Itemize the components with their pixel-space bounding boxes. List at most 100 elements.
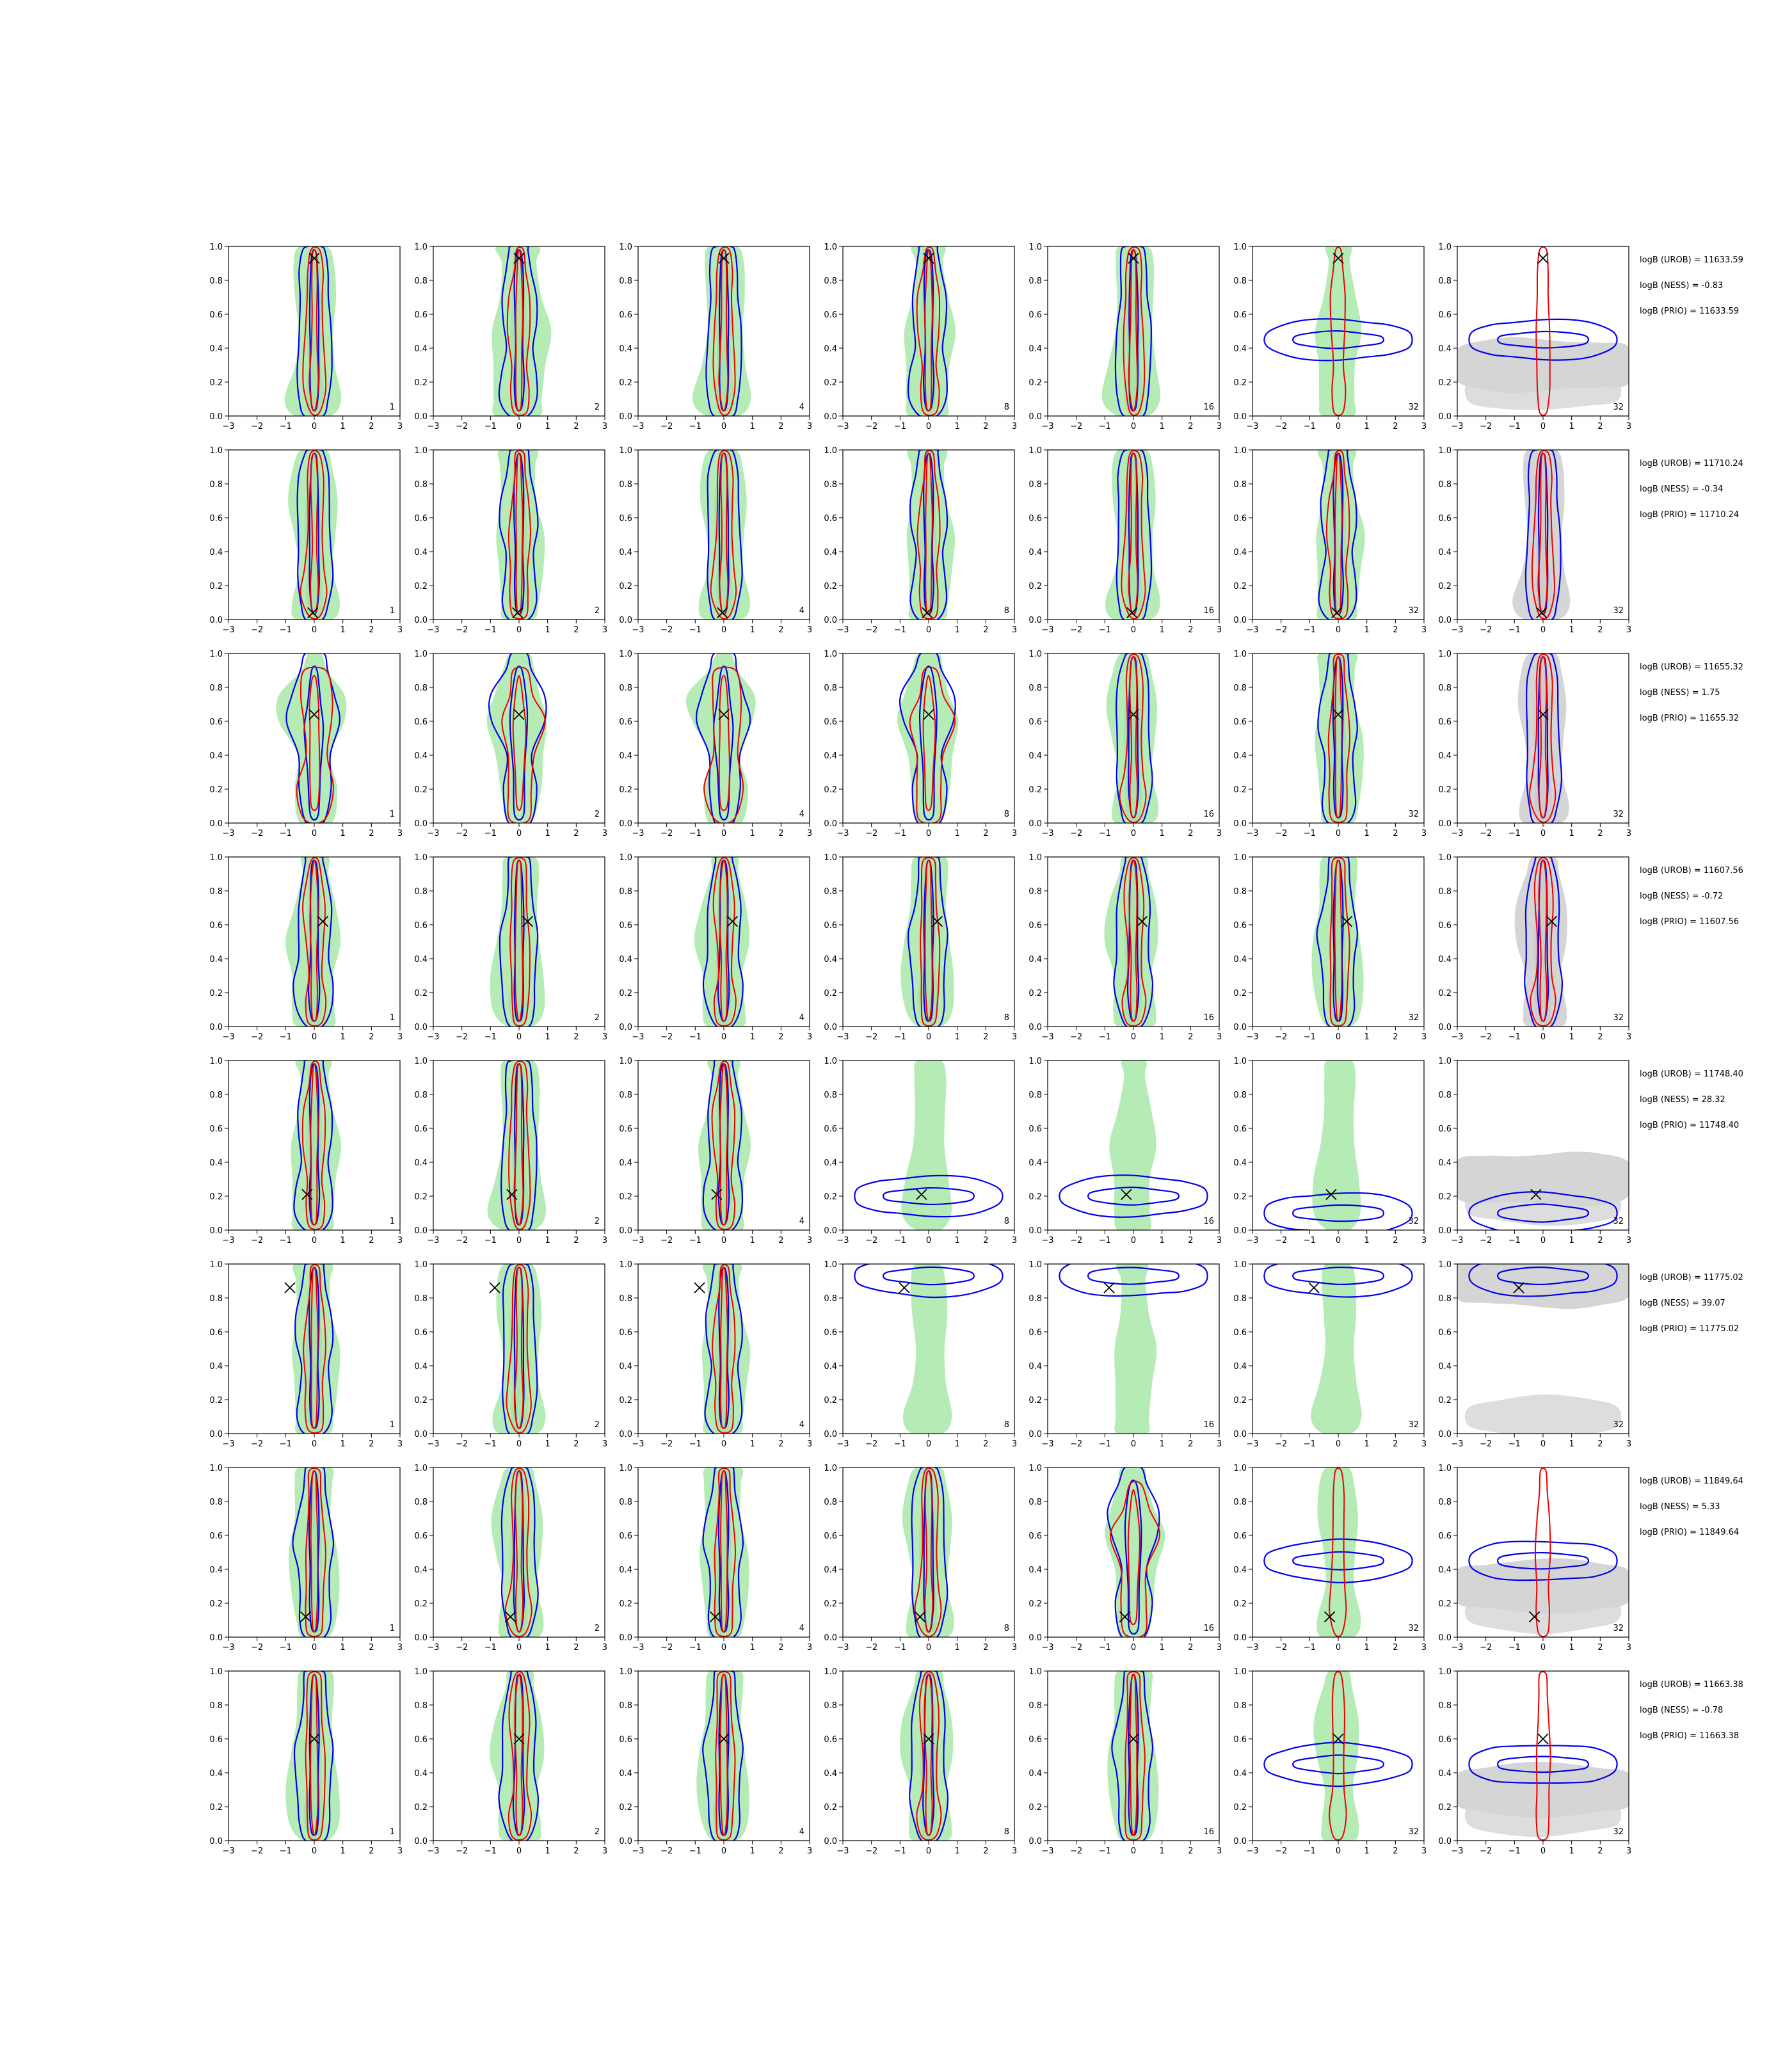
- blue-contour-outer: [899, 653, 956, 823]
- y-tick-label: 0.0: [1233, 616, 1247, 625]
- x-tick-label: 1: [1569, 625, 1574, 635]
- panel-r7-c1: −3 −2 −1 0 1 2 3 0.0 0.2 0.4 0.6 0.8 1.0 1: [209, 1464, 403, 1652]
- y-tick-label: 1.0: [619, 1464, 632, 1473]
- y-tick-label: 0.6: [1233, 310, 1247, 320]
- panel-r1-c2: −3 −2 −1 0 1 2 3 0.0 0.2 0.4 0.6 0.8 1.0 2: [414, 243, 607, 431]
- true-value-marker: [513, 252, 525, 264]
- x-tick-label: −1: [894, 1846, 906, 1856]
- true-value-marker: [489, 1282, 500, 1293]
- x-tick-label: 1: [750, 1236, 755, 1245]
- panel-column-label: 32: [1408, 1420, 1419, 1430]
- x-tick-label: 0: [1540, 1439, 1546, 1449]
- x-tick-label: 3: [1012, 1846, 1017, 1856]
- true-value-marker: [916, 1188, 927, 1200]
- x-tick-label: 1: [1160, 1236, 1165, 1245]
- y-tick-label: 0.8: [619, 1498, 632, 1507]
- x-tick-label: 2: [983, 1643, 988, 1652]
- x-tick-label: 0: [1540, 1643, 1546, 1652]
- y-tick-label: 0.2: [209, 1396, 223, 1405]
- y-tick-label: 1.0: [1028, 650, 1042, 659]
- x-tick-label: −2: [456, 1846, 468, 1856]
- x-tick-label: −1: [1099, 1439, 1111, 1449]
- x-tick-label: −3: [1246, 625, 1258, 635]
- blue-contour-outer: [707, 450, 743, 620]
- y-tick-label: 0.4: [209, 1769, 223, 1779]
- y-tick-label: 0.6: [824, 1328, 837, 1338]
- y-tick-label: 0.2: [1233, 1599, 1247, 1609]
- x-tick-label: −3: [632, 625, 644, 635]
- y-tick-label: 0.4: [824, 1769, 837, 1779]
- x-tick-label: 1: [1569, 1032, 1574, 1042]
- x-tick-label: 2: [1393, 1236, 1398, 1245]
- x-tick-label: −2: [865, 1032, 877, 1042]
- logb-urob-row2: logB (UROB) = 11710.24: [1640, 459, 1743, 468]
- x-tick-label: 3: [397, 829, 403, 838]
- x-tick-label: −1: [1508, 1439, 1521, 1449]
- panel-column-label: 2: [595, 1217, 600, 1226]
- red-contour-inner: [310, 1267, 319, 1429]
- panel-r6-c4: −3 −2 −1 0 1 2 3 0.0 0.2 0.4 0.6 0.8 1.0 8: [824, 1260, 1017, 1449]
- red-contour-outer: [302, 246, 327, 416]
- red-contour-inner: [310, 1063, 319, 1226]
- y-tick-label: 0.2: [824, 1599, 837, 1609]
- x-tick-label: −1: [689, 1236, 701, 1245]
- x-tick-label: 2: [1393, 1846, 1398, 1856]
- panel-plot-area: [700, 1468, 749, 1637]
- x-tick-label: −2: [1275, 1032, 1287, 1042]
- x-tick-label: 2: [1188, 1643, 1193, 1652]
- x-tick-label: 0: [721, 1439, 726, 1449]
- y-tick-label: 0.4: [619, 548, 632, 557]
- x-tick-label: 0: [1336, 1236, 1341, 1245]
- panel-r2-c1: −3 −2 −1 0 1 2 3 0.0 0.2 0.4 0.6 0.8 1.0 1: [209, 446, 403, 635]
- blue-contour-outer: [292, 1468, 335, 1637]
- blue-contour-inner: [713, 665, 734, 821]
- density-fill: [902, 1264, 952, 1434]
- y-tick-label: 1.0: [1233, 1667, 1247, 1677]
- blue-contour-inner: [718, 1267, 730, 1429]
- panel-column-label: 32: [1613, 606, 1624, 616]
- red-contour-outer: [916, 246, 941, 416]
- x-tick-label: 0: [516, 1236, 522, 1245]
- y-tick-label: 0.0: [1028, 1226, 1042, 1236]
- x-tick-label: 3: [1217, 1439, 1222, 1449]
- x-tick-label: −3: [1246, 1032, 1258, 1042]
- panel-plot-area: [701, 1264, 751, 1434]
- x-tick-label: −1: [1304, 625, 1316, 635]
- x-tick-label: 1: [1364, 1032, 1370, 1042]
- panel-r5-c4: −3 −2 −1 0 1 2 3 0.0 0.2 0.4 0.6 0.8 1.0 8: [824, 1057, 1017, 1245]
- blue-contour-outer: [1114, 246, 1153, 416]
- x-tick-label: 2: [573, 1846, 579, 1856]
- panel-plot-area: [854, 1060, 1004, 1230]
- y-tick-label: 0.4: [414, 344, 428, 354]
- panel-r4-c1: −3 −2 −1 0 1 2 3 0.0 0.2 0.4 0.6 0.8 1.0 1: [209, 853, 403, 1042]
- x-tick-label: 1: [1569, 829, 1574, 838]
- panel-plot-area: [1263, 1671, 1413, 1841]
- x-tick-label: 2: [1393, 1643, 1398, 1652]
- panel-column-label: 32: [1613, 1827, 1624, 1837]
- x-tick-label: 3: [1012, 1236, 1017, 1245]
- blue-contour-outer: [498, 1671, 540, 1841]
- y-tick-label: 0.2: [1438, 1192, 1452, 1202]
- x-tick-label: 1: [1364, 1846, 1370, 1856]
- y-tick-label: 0.8: [1028, 684, 1042, 693]
- y-tick-label: 1.0: [209, 1464, 223, 1473]
- y-tick-label: 1.0: [1233, 650, 1247, 659]
- true-value-marker: [1324, 1611, 1336, 1622]
- y-tick-label: 1.0: [414, 853, 428, 863]
- y-tick-label: 0.4: [209, 1158, 223, 1168]
- x-tick-label: −1: [280, 1032, 292, 1042]
- red-contour-outer: [508, 1671, 532, 1841]
- x-tick-label: 2: [1188, 1439, 1193, 1449]
- y-tick-label: 0.0: [619, 819, 632, 829]
- panel-plot-area: [291, 1060, 342, 1230]
- x-tick-label: 3: [397, 422, 403, 431]
- y-tick-label: 0.2: [1233, 989, 1247, 998]
- panel-r6-c3: −3 −2 −1 0 1 2 3 0.0 0.2 0.4 0.6 0.8 1.0 4: [619, 1260, 812, 1449]
- x-tick-label: −3: [427, 829, 439, 838]
- x-tick-label: −3: [1041, 1846, 1053, 1856]
- y-tick-label: 0.2: [619, 1396, 632, 1405]
- x-tick-label: −3: [836, 1236, 849, 1245]
- x-tick-label: 0: [312, 829, 317, 838]
- x-tick-label: 1: [955, 829, 960, 838]
- y-tick-label: 1.0: [824, 1057, 837, 1066]
